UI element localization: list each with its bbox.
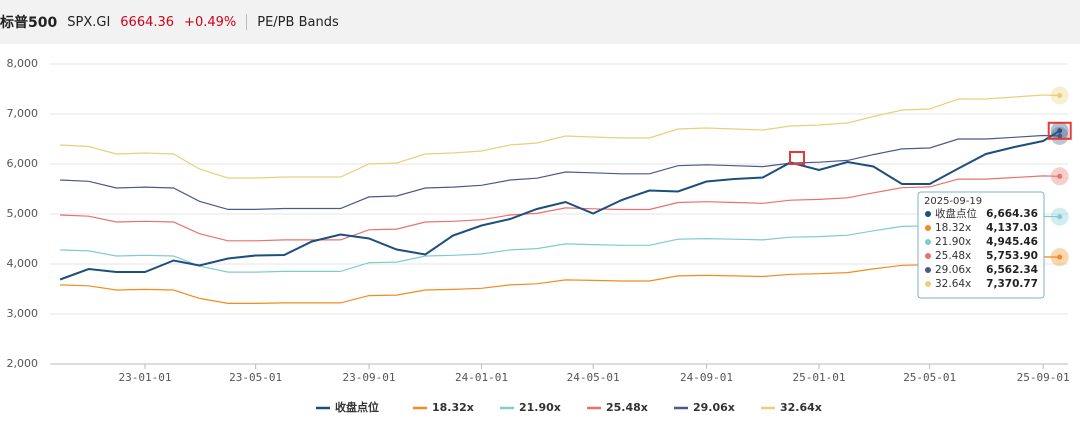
legend-label: 收盘点位	[335, 400, 379, 414]
y-tick-label: 3,000	[7, 307, 39, 320]
tooltip-value: 7,370.77	[986, 278, 1038, 290]
series-line	[60, 94, 1060, 179]
legend-label: 18.32x	[432, 401, 474, 414]
tooltip-value: 4,137.03	[986, 222, 1038, 234]
x-tick-label: 24-05-01	[567, 371, 620, 384]
header-bar: 标普500 SPX.GI 6664.36 +0.49% PE/PB Bands	[0, 0, 1080, 44]
tooltip-value: 4,945.46	[986, 236, 1038, 248]
tooltip-dot	[925, 225, 931, 231]
legend-label: 32.64x	[780, 401, 822, 414]
end-point	[1057, 128, 1063, 134]
x-tick-label: 25-05-01	[903, 371, 956, 384]
x-tick-label: 23-09-01	[343, 371, 396, 384]
tooltip-value: 5,753.90	[986, 250, 1038, 262]
separator	[246, 14, 248, 30]
legend-label: 25.48x	[606, 401, 648, 414]
y-tick-label: 7,000	[7, 107, 39, 120]
x-tick-label: 23-05-01	[229, 371, 282, 384]
legend-label: 29.06x	[693, 401, 735, 414]
tooltip-dot	[925, 239, 931, 245]
tooltip-value: 6,664.36	[986, 208, 1038, 220]
tooltip-dot	[925, 281, 931, 287]
legend-label: 21.90x	[519, 401, 561, 414]
tab[interactable]: PE/PB Bands	[257, 14, 339, 30]
tooltip-box	[917, 191, 1045, 299]
y-tick-label: 4,000	[7, 257, 39, 270]
end-point	[1057, 214, 1063, 220]
highlight-box	[1047, 121, 1072, 140]
chart: 2,000 3,000 4,000 5,000 6,000 7,000 8,000 23-01…	[7, 57, 1072, 414]
x-tick-label: 25-01-01	[793, 371, 846, 384]
index-name: 标普500	[0, 15, 58, 31]
tooltip-name: 18.32x	[935, 222, 971, 234]
tooltip-value: 6,562.34	[986, 264, 1038, 276]
tooltip-dot	[925, 253, 931, 259]
x-tick-label: 24-01-01	[455, 371, 508, 384]
tooltip-name: 32.64x	[935, 278, 971, 290]
series-line	[59, 129, 1061, 281]
series-line	[60, 175, 1060, 242]
series-line	[60, 134, 1060, 210]
y-tick-label: 5,000	[7, 207, 39, 220]
x-tick-label: 23-01-01	[118, 371, 171, 384]
highlight-box	[789, 151, 805, 165]
index-code: SPX.GI	[67, 14, 111, 30]
index-change: +0.49%	[184, 14, 237, 30]
end-point	[1057, 92, 1063, 98]
tooltip-dot	[925, 211, 931, 217]
index-price: 6664.36	[120, 14, 175, 30]
y-tick-label: 2,000	[7, 357, 39, 370]
series-line	[60, 215, 1060, 273]
tooltip-name: 收盘点位	[935, 207, 977, 220]
tooltip-date: 2025-09-19	[924, 196, 982, 207]
x-tick-label: 24-09-01	[680, 371, 733, 384]
y-tick-label: 6,000	[7, 157, 39, 170]
tooltip-name: 25.48x	[935, 250, 971, 262]
y-tick-label: 8,000	[7, 57, 39, 70]
end-point	[1057, 133, 1063, 139]
tooltip-dot	[925, 267, 931, 273]
end-point	[1057, 173, 1063, 179]
tooltip-name: 29.06x	[935, 264, 971, 276]
tooltip-name: 21.90x	[935, 236, 971, 248]
series-line	[60, 256, 1060, 304]
end-point	[1057, 254, 1063, 260]
x-tick-label: 25-09-01	[1017, 371, 1070, 384]
